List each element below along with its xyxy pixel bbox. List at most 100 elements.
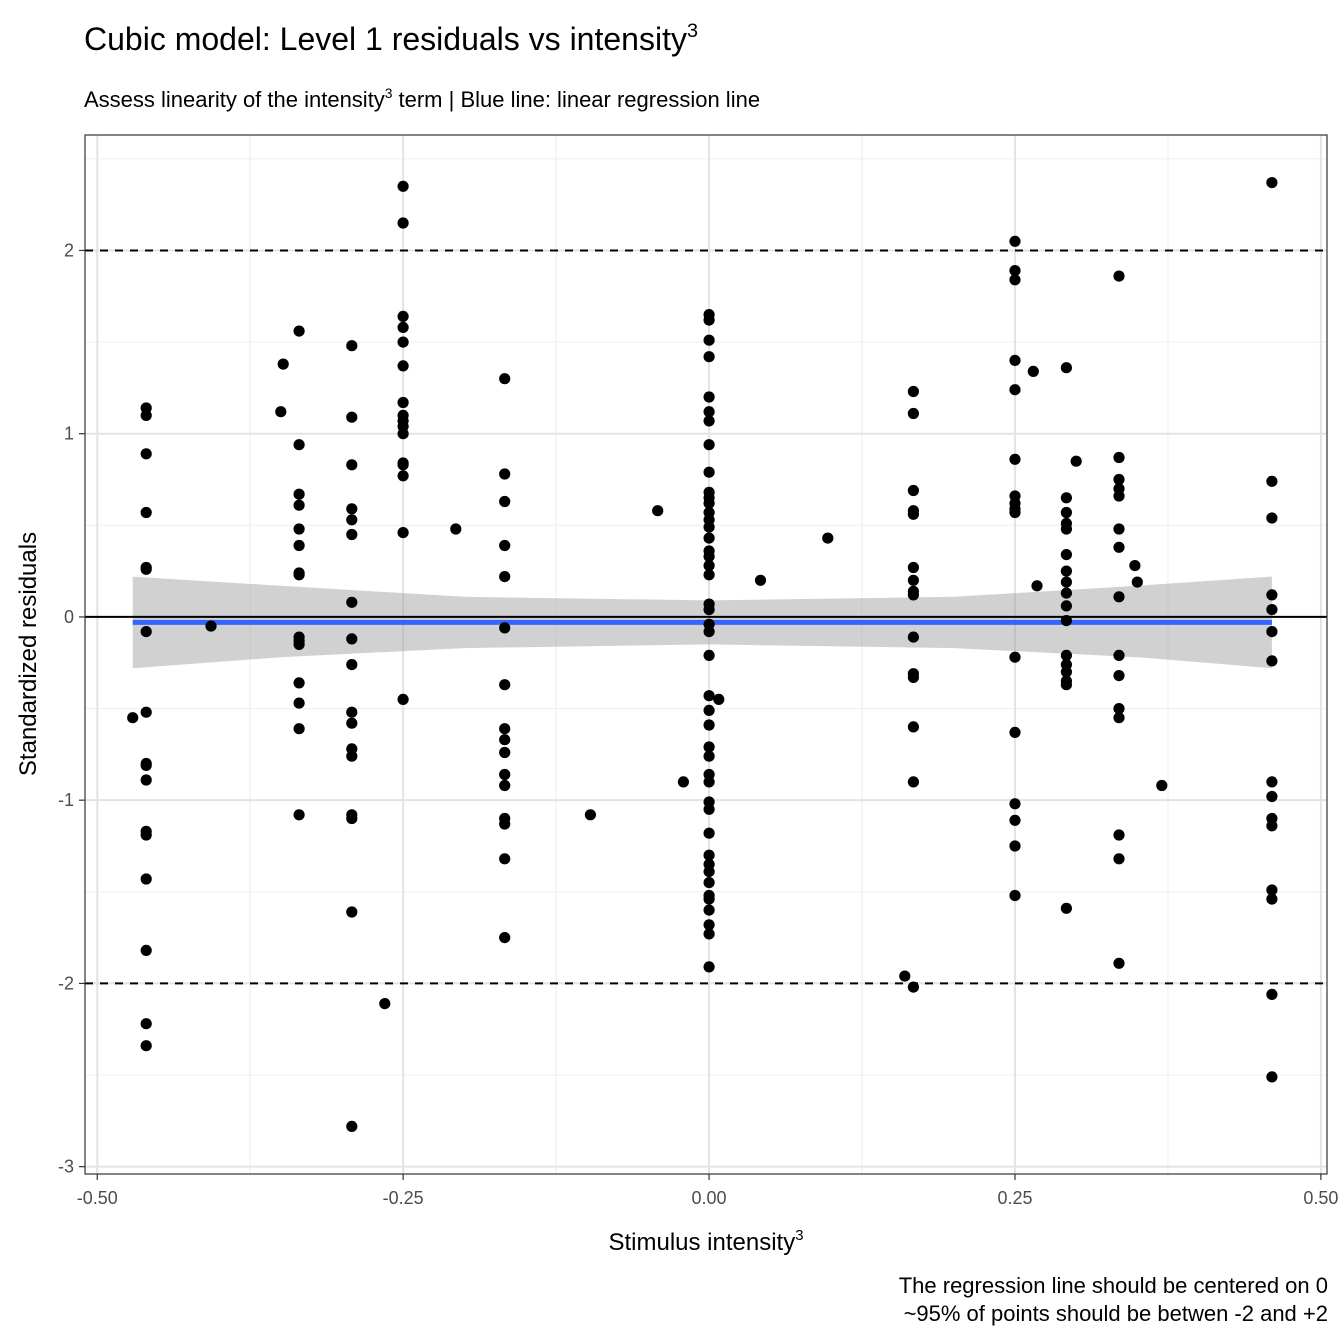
data-point	[293, 677, 305, 689]
data-point	[713, 693, 725, 706]
x-axis: -0.50 -0.25 0.00 0.25 0.50	[77, 1174, 1338, 1208]
data-point	[907, 484, 920, 497]
chart-subtitle-superscript: 3	[385, 86, 393, 101]
data-point	[1009, 840, 1021, 852]
data-point	[275, 406, 287, 418]
data-point	[703, 351, 715, 363]
data-point	[1266, 893, 1278, 905]
data-point	[499, 539, 511, 552]
data-point	[293, 638, 305, 651]
data-point	[1060, 362, 1072, 374]
data-point	[1009, 726, 1021, 739]
data-point	[703, 569, 715, 581]
data-point	[140, 1040, 152, 1052]
data-points-layer	[127, 177, 1278, 1132]
data-point	[346, 717, 358, 729]
data-point	[499, 746, 511, 759]
y-tick-label: 0	[64, 607, 74, 627]
data-point	[499, 734, 511, 746]
data-point	[703, 827, 715, 839]
data-point	[1113, 473, 1125, 486]
data-point	[346, 633, 358, 645]
data-point	[346, 503, 358, 515]
data-point	[1009, 651, 1021, 663]
data-point	[1266, 604, 1278, 616]
data-point	[907, 508, 920, 520]
data-point	[1266, 790, 1278, 803]
data-point	[1266, 475, 1278, 487]
data-point	[1266, 820, 1278, 832]
data-point	[754, 574, 767, 586]
panel-border	[84, 134, 1328, 1175]
data-point	[1009, 506, 1021, 519]
data-point	[1266, 177, 1278, 189]
data-point	[703, 904, 715, 916]
data-point	[1113, 853, 1125, 865]
data-point	[703, 550, 715, 563]
data-point	[140, 873, 152, 885]
data-point	[499, 768, 511, 781]
x-tick-label: 0.00	[692, 1188, 727, 1208]
data-point	[1070, 455, 1082, 467]
data-point	[293, 488, 305, 500]
data-point	[1266, 655, 1278, 667]
data-point	[703, 626, 715, 638]
data-point	[346, 411, 358, 423]
data-point	[1266, 512, 1278, 524]
data-point	[140, 409, 152, 421]
data-point	[703, 750, 715, 762]
data-point	[1060, 587, 1072, 599]
data-point	[346, 750, 358, 762]
y-tick-label: -2	[58, 973, 74, 993]
y-axis: -3 -2 -1 0 1 2	[58, 240, 85, 1177]
x-tick-label: 0.50	[1303, 1188, 1338, 1208]
data-point	[1060, 565, 1072, 577]
data-point	[397, 396, 409, 409]
data-point	[907, 631, 920, 643]
data-point	[1113, 829, 1125, 841]
data-point	[499, 932, 511, 944]
data-point	[397, 321, 409, 333]
y-tick-label: 2	[64, 240, 74, 260]
data-point	[499, 468, 511, 480]
data-point	[293, 439, 305, 451]
data-point	[346, 659, 358, 671]
data-point	[140, 829, 152, 841]
data-point	[397, 470, 409, 482]
x-tick-label: -0.50	[77, 1188, 118, 1208]
data-point	[1113, 451, 1125, 464]
data-point	[1060, 649, 1072, 662]
data-point	[907, 385, 920, 398]
data-point	[346, 528, 358, 541]
data-point	[277, 358, 289, 370]
data-point	[1009, 889, 1021, 902]
data-point	[703, 849, 715, 861]
data-point	[907, 981, 920, 993]
data-point	[293, 723, 305, 735]
data-point	[293, 539, 305, 552]
data-point	[703, 893, 715, 905]
data-point	[346, 1120, 358, 1132]
data-point	[1113, 490, 1125, 502]
data-point	[1060, 600, 1072, 612]
y-axis-title: Standardized residuals	[15, 532, 42, 776]
data-point	[293, 499, 305, 511]
data-point	[140, 759, 152, 772]
data-point	[499, 622, 511, 634]
data-point	[1113, 712, 1125, 724]
data-point	[499, 779, 511, 792]
data-point	[1060, 506, 1072, 519]
data-point	[1060, 902, 1072, 914]
data-point	[584, 809, 597, 821]
data-point	[1060, 615, 1072, 627]
data-point	[140, 774, 152, 786]
data-point	[499, 723, 511, 735]
data-point	[907, 776, 920, 788]
data-point	[1266, 988, 1278, 1001]
data-point	[703, 704, 715, 717]
data-point	[703, 690, 715, 702]
data-point	[499, 571, 511, 583]
y-tick-label: -3	[58, 1157, 74, 1177]
data-point	[127, 712, 139, 724]
data-point	[140, 448, 152, 460]
